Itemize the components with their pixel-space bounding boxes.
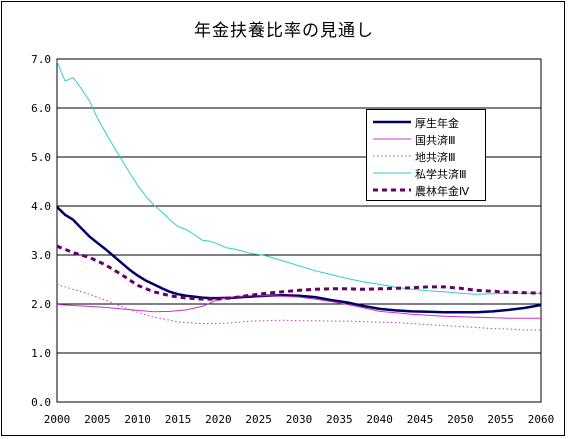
legend-label: 国共済Ⅲ: [415, 134, 456, 147]
legend-label: 私学共済Ⅲ: [415, 168, 467, 181]
x-tick-label: 2010: [124, 413, 151, 426]
x-tick-label: 2030: [286, 413, 313, 426]
legend-swatch: [373, 138, 411, 140]
y-axis-ticks: 0.0 1.0 2.0 3.0 4.0 5.0 6.0 7.0: [31, 53, 51, 409]
x-tick-label: 2025: [245, 413, 272, 426]
legend-swatch: [373, 172, 411, 174]
x-tick-label: 2005: [84, 413, 111, 426]
legend-item: 国共済Ⅲ: [367, 131, 485, 147]
series-line-1: [56, 295, 541, 319]
y-tick-label: 6.0: [31, 102, 51, 115]
y-tick-label: 4.0: [31, 200, 51, 213]
legend-swatch: [373, 120, 411, 124]
y-tick-label: 5.0: [31, 151, 51, 164]
legend-item: 私学共済Ⅲ: [367, 165, 485, 181]
legend: 厚生年金国共済Ⅲ 地共済Ⅲ 私学共済Ⅲ 農林年金Ⅳ: [366, 109, 486, 201]
x-tick-label: 2055: [487, 413, 514, 426]
y-tick-label: 1.0: [31, 347, 51, 360]
legend-label: 地共済Ⅲ: [415, 151, 456, 164]
series-line-4: [56, 244, 542, 301]
x-tick-label: 2050: [447, 413, 474, 426]
legend-swatch: [373, 188, 411, 192]
y-tick-label: 7.0: [31, 53, 51, 66]
x-tick-label: 2035: [326, 413, 353, 426]
x-tick-label: 2040: [366, 413, 393, 426]
legend-item: 農林年金Ⅳ: [367, 182, 485, 198]
y-tick-label: 3.0: [31, 249, 51, 262]
legend-item: 厚生年金: [367, 114, 485, 130]
legend-item: 地共済Ⅲ: [367, 148, 485, 164]
x-tick-label: 2020: [205, 413, 232, 426]
chart-title: 年金扶養比率の見通し: [194, 21, 374, 41]
y-tick-label: 0.0: [31, 396, 51, 409]
x-tick-label: 2000: [44, 413, 71, 426]
series-line-3: [56, 61, 541, 295]
x-tick-label: 2045: [407, 413, 434, 426]
legend-label: 厚生年金: [415, 117, 459, 130]
y-tick-label: 2.0: [31, 298, 51, 311]
series-line-2: [56, 283, 541, 331]
x-tick-label: 2015: [165, 413, 192, 426]
x-tick-label: 2060: [528, 413, 555, 426]
legend-label: 農林年金Ⅳ: [415, 185, 470, 198]
x-axis-ticks: 2000 2005 2010 2015 2020 2025 2030 2035 2040 2045…: [44, 413, 555, 426]
series-lines: [56, 61, 542, 331]
legend-swatch: [373, 155, 411, 157]
gridlines: [57, 107, 541, 354]
